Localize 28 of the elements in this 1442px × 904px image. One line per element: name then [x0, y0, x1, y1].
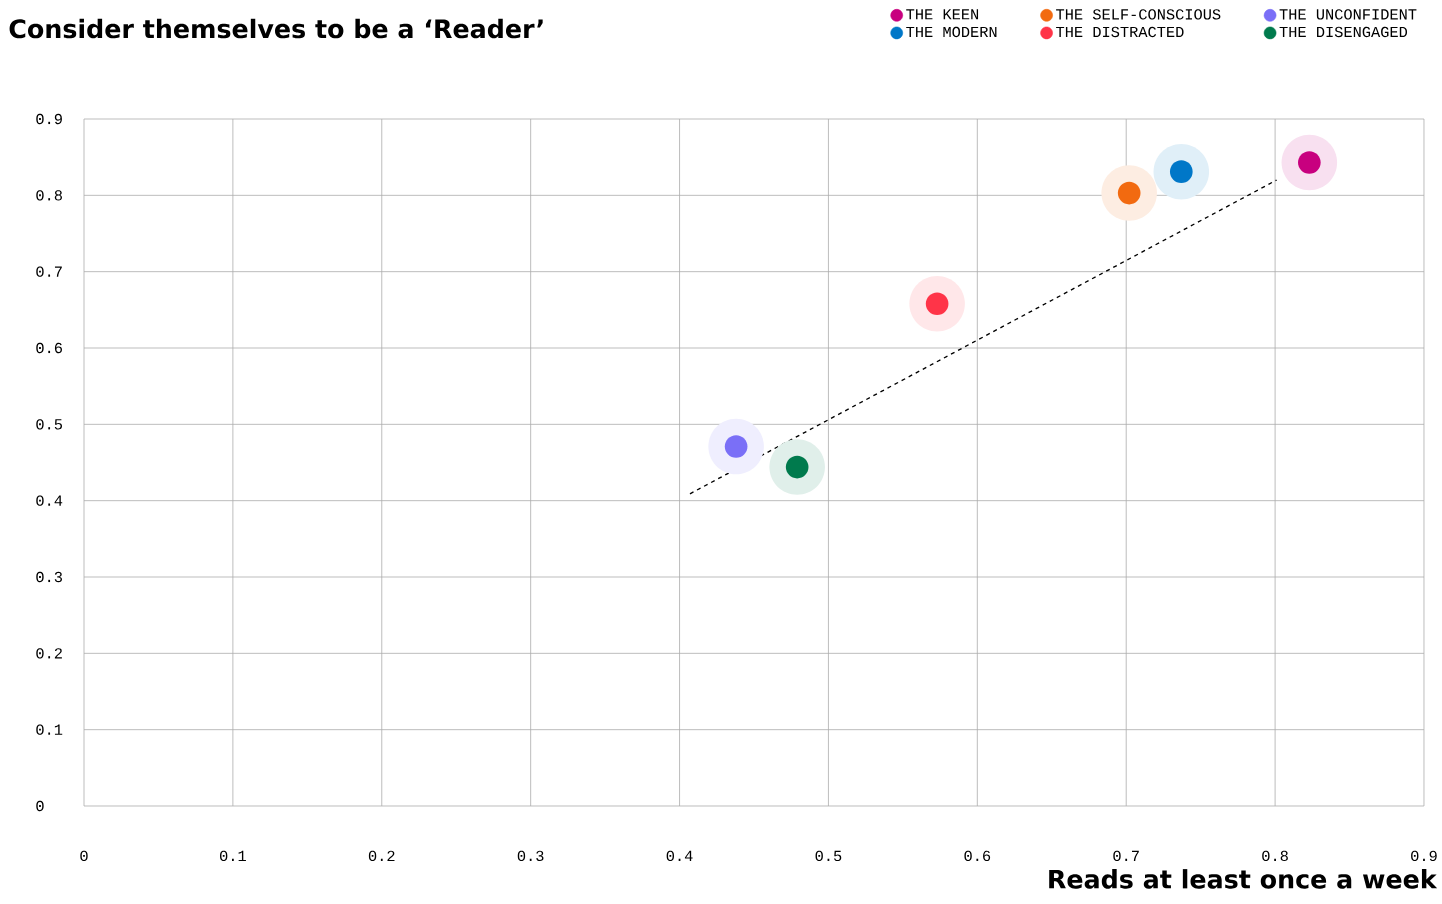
x-tick-label: 0.3 — [517, 850, 544, 862]
legend-label: THE KEEN — [906, 9, 979, 20]
y-tick-label: 0.9 — [36, 113, 62, 125]
y-tick-label: 0 — [36, 800, 44, 812]
x-tick-label: 0.1 — [220, 850, 246, 862]
chart-title: Consider themselves to be a ‘Reader’ — [9, 18, 543, 39]
x-tick-label: 0.2 — [368, 850, 395, 862]
x-tick-label: 0.4 — [666, 850, 693, 862]
legend-label: THE DISTRACTED — [1056, 26, 1184, 38]
y-tick-label: 0.1 — [36, 724, 63, 735]
y-tick-label: 0.5 — [36, 419, 62, 430]
x-tick-label: 0 — [80, 850, 88, 862]
y-tick-label: 0.3 — [36, 571, 62, 583]
y-tick-label: 0.8 — [36, 190, 62, 201]
x-tick-label: 0.9 — [1411, 850, 1437, 862]
y-tick-label: 0.4 — [36, 495, 63, 506]
x-tick-label: 0.8 — [1262, 850, 1288, 862]
x-tick-label: 0.5 — [815, 850, 842, 862]
legend-label: THE DISENGAGED — [1279, 26, 1408, 38]
y-tick-label: 0.6 — [36, 342, 62, 354]
x-axis-title: Reads at least once a week — [1049, 869, 1438, 889]
y-tick-label: 0.2 — [36, 648, 62, 659]
legend-label: THE UNCONFIDENT — [1279, 9, 1417, 20]
legend-label: THE SELF-CONSCIOUS — [1056, 9, 1221, 20]
x-tick-label: 0.6 — [964, 850, 991, 862]
legend-label: THE MODERN — [906, 26, 997, 38]
y-tick-label: 0.7 — [36, 266, 62, 277]
x-tick-label: 0.7 — [1113, 850, 1139, 862]
